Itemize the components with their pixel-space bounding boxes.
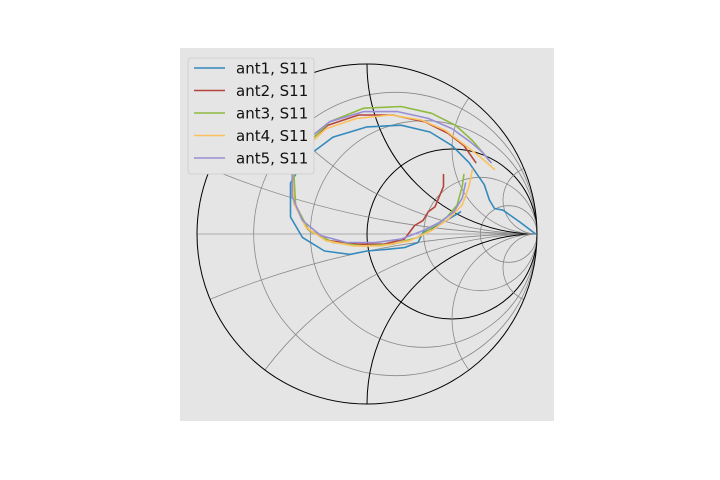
legend-label: ant1, S11 bbox=[236, 60, 308, 78]
legend: ant1, S11 ant2, S11 ant3, S11 ant4, S11 ant5… bbox=[187, 57, 315, 175]
series-line bbox=[291, 114, 496, 247]
legend-label: ant2, S11 bbox=[236, 82, 308, 100]
reactance-arc bbox=[451, 64, 537, 235]
series-line bbox=[291, 110, 492, 244]
reactance-arc bbox=[502, 165, 537, 235]
unit-circle bbox=[196, 63, 538, 405]
reactance-arc bbox=[451, 233, 537, 404]
reactance-arc bbox=[502, 233, 537, 303]
legend-label: ant3, S11 bbox=[236, 105, 308, 123]
legend-box bbox=[187, 57, 315, 175]
legend-label: ant4, S11 bbox=[236, 127, 308, 145]
legend-label: ant5, S11 bbox=[236, 150, 308, 168]
resistance-circle bbox=[253, 91, 537, 377]
